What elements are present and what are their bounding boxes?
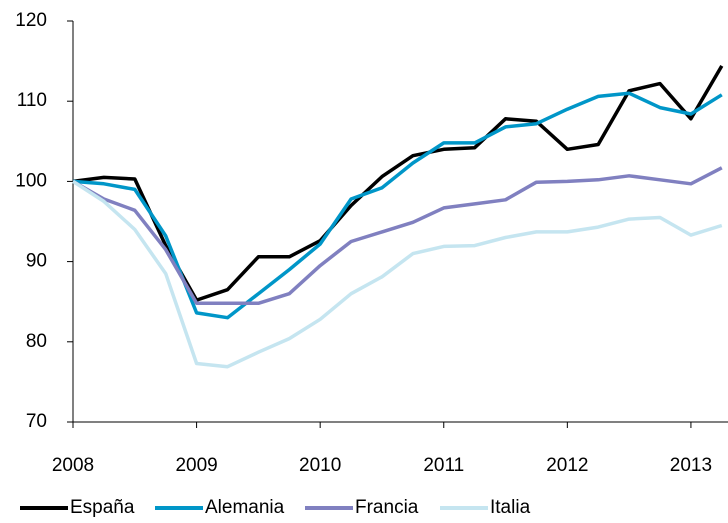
y-tick-label: 120 xyxy=(15,10,47,31)
legend-label: Alemania xyxy=(205,497,285,518)
x-tick-label: 2012 xyxy=(546,455,588,476)
y-tick-label: 110 xyxy=(17,90,47,111)
x-tick-label: 2011 xyxy=(423,455,464,476)
series-line xyxy=(72,179,723,369)
y-tick-label: 90 xyxy=(26,251,47,272)
legend-label: Francia xyxy=(355,497,419,518)
x-tick-label: 2010 xyxy=(299,455,341,476)
y-tick-label: 80 xyxy=(26,331,47,352)
legend-label: España xyxy=(70,497,135,518)
x-tick-label: 2008 xyxy=(52,455,94,476)
y-tick-label: 100 xyxy=(15,170,47,191)
x-tick-label: 2013 xyxy=(670,455,712,476)
y-tick-label: 70 xyxy=(26,411,47,432)
x-tick-label: 2009 xyxy=(175,455,217,476)
legend-label: Italia xyxy=(490,497,531,518)
series-line xyxy=(72,166,723,306)
